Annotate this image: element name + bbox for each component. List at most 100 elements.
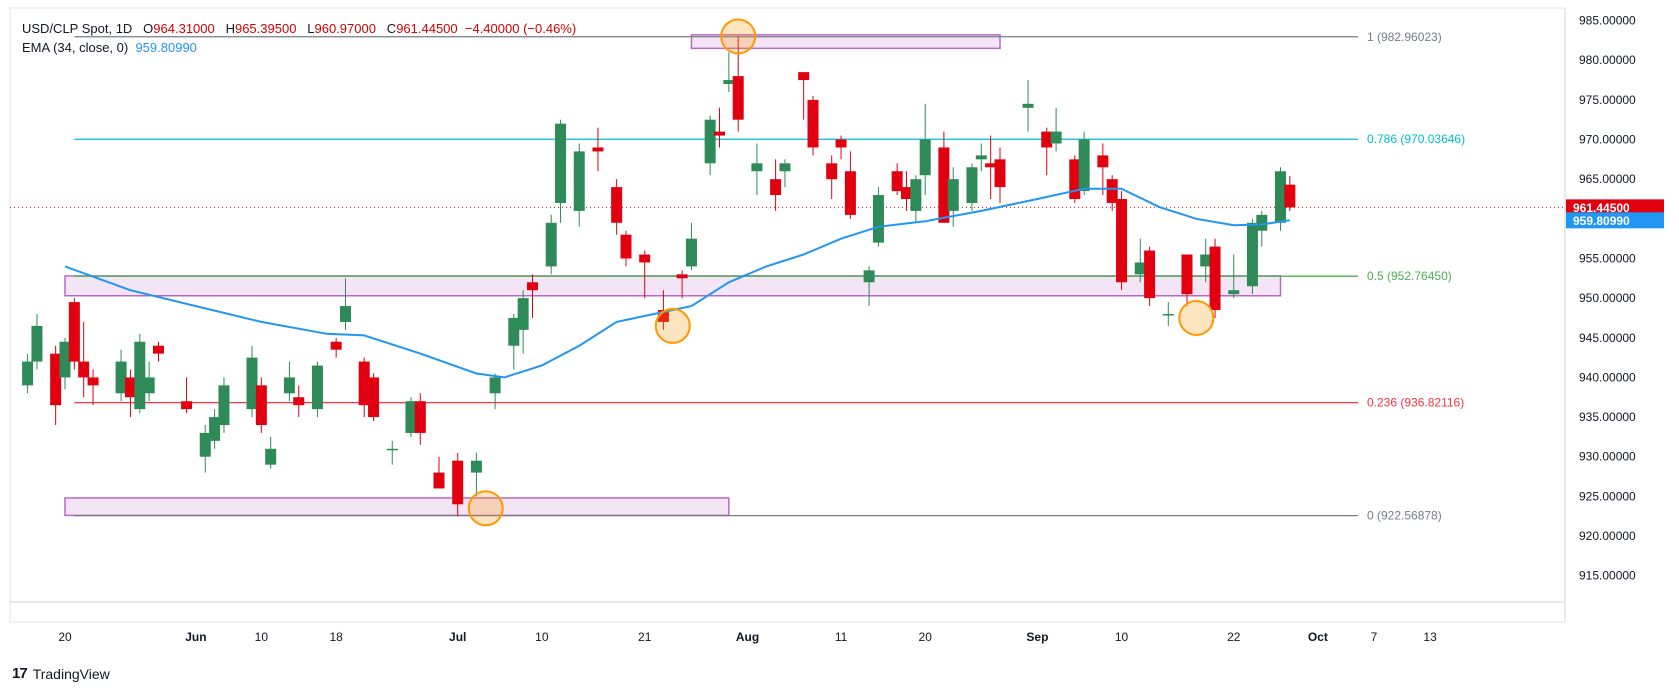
bearish-candle: [1041, 127, 1053, 176]
bullish-candle: [283, 361, 295, 402]
candle-body: [433, 472, 445, 489]
candle-body: [835, 139, 847, 148]
candle-body: [218, 385, 230, 426]
bearish-candle: [1209, 238, 1221, 318]
candle-body: [844, 171, 856, 215]
chart-legend: USD/CLP Spot, 1D O964.31000 H965.39500 L…: [22, 19, 576, 57]
tradingview-logo[interactable]: 17 TradingView: [12, 665, 110, 682]
x-tick-label: 20: [58, 630, 72, 644]
bearish-candle: [1106, 175, 1118, 211]
bullish-candle: [22, 353, 34, 394]
candle-body: [1116, 199, 1128, 283]
bearish-candle: [1069, 155, 1081, 203]
bullish-candle: [31, 313, 43, 370]
candle-body: [414, 401, 426, 433]
fib-level-label: 0.236 (936.82116): [1367, 396, 1464, 410]
bullish-candle: [265, 436, 277, 469]
bearish-candle: [732, 36, 744, 132]
x-tick-label: 10: [255, 630, 269, 644]
open-value: 964.31000: [153, 21, 215, 36]
candle-body: [124, 377, 136, 398]
bullish-candle: [573, 143, 585, 227]
candle-body: [1134, 262, 1146, 275]
candle-body: [508, 317, 520, 346]
candle-body: [798, 72, 810, 81]
bearish-candle: [620, 230, 632, 267]
ema-price-tag: [1566, 212, 1664, 229]
bullish-candle: [115, 349, 127, 402]
bearish-candle: [87, 369, 99, 406]
bearish-candle: [985, 135, 997, 200]
bearish-candle: [68, 298, 80, 370]
candle-body: [620, 234, 632, 259]
candle-body: [22, 361, 34, 386]
candle-body: [517, 298, 529, 330]
bullish-candle: [1246, 218, 1258, 295]
bearish-candle: [293, 385, 305, 418]
bullish-candle: [1200, 238, 1212, 283]
candle-body: [489, 377, 501, 394]
candle-body: [938, 147, 950, 223]
y-tick-label: 970.00000: [1579, 133, 1636, 147]
candle-body: [283, 377, 295, 394]
bullish-candle: [508, 313, 520, 370]
candle-body: [386, 448, 398, 451]
change-value: −4.40000 (−0.46%): [464, 21, 577, 36]
support-resistance-zone: [64, 497, 730, 517]
candle-body: [714, 131, 725, 136]
bullish-candle: [405, 397, 417, 437]
ema-value: 959.80990: [135, 40, 197, 55]
bearish-candle: [844, 151, 856, 219]
candle-body: [358, 361, 370, 406]
x-tick-label: Jul: [449, 630, 466, 644]
bullish-candle: [1162, 302, 1174, 326]
highlight-circle: [467, 490, 504, 527]
candle-body: [611, 187, 623, 223]
bullish-candle: [386, 440, 398, 465]
bullish-candle: [209, 409, 221, 449]
bearish-candle: [368, 373, 380, 422]
bearish-candle: [527, 274, 538, 318]
candle-body: [545, 222, 557, 267]
candle-body: [50, 353, 62, 406]
x-tick-label: 22: [1227, 630, 1241, 644]
bullish-candle: [723, 52, 735, 92]
bearish-candle: [452, 452, 464, 517]
candle-body: [947, 179, 959, 211]
bearish-candle: [181, 377, 193, 414]
bullish-candle: [59, 337, 71, 390]
x-tick-label: Aug: [736, 630, 759, 644]
bearish-candle: [1116, 191, 1128, 291]
candle-body: [891, 171, 903, 192]
candle-body: [1246, 222, 1258, 287]
candle-body: [68, 302, 80, 362]
bearish-candle: [414, 393, 426, 445]
candle-body: [59, 341, 71, 378]
candle-body: [872, 195, 884, 243]
support-resistance-zone: [64, 275, 1282, 297]
candle-body: [87, 377, 99, 386]
candle-body: [1181, 254, 1193, 295]
bearish-candle: [835, 135, 847, 160]
y-tick-label: 955.00000: [1579, 251, 1636, 265]
bearish-candle: [611, 179, 623, 235]
bearish-candle: [78, 321, 90, 398]
bullish-candle: [910, 175, 922, 223]
candle-body: [265, 448, 277, 465]
candle-body: [573, 151, 585, 211]
bearish-candle: [255, 377, 267, 433]
candle-body: [592, 147, 604, 152]
high-label: H: [225, 21, 235, 36]
candle-body: [1106, 179, 1118, 203]
support-resistance-zone: [690, 34, 1001, 50]
candle-body: [78, 361, 90, 378]
candle-body: [255, 385, 267, 426]
candle-body: [1022, 103, 1034, 108]
bullish-candle: [1134, 238, 1146, 283]
candle-body: [657, 310, 669, 322]
fib-level-label: 0.5 (952.76450): [1367, 269, 1452, 283]
bearish-candle: [358, 357, 370, 418]
candle-body: [470, 460, 482, 473]
bullish-candle: [489, 373, 501, 410]
